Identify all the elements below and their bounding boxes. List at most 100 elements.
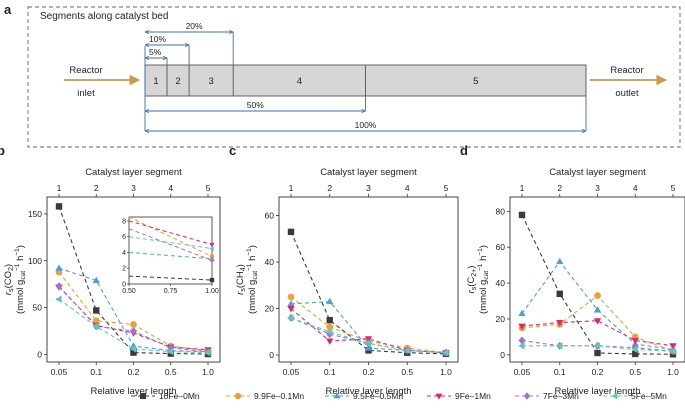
data-point-5 [92,322,99,331]
data-point-1 [594,292,601,300]
y-tick-label: 80 [496,206,506,216]
y-axis-units: (mmol gcat−1 h−1) [14,245,27,314]
outlet-label-top: Reactor [610,65,643,76]
top-tick-label: 5 [671,183,676,193]
inlet-label-top: Reactor [69,65,102,76]
data-point-2 [55,264,63,271]
panel-label-c: c [229,143,236,158]
data-point-0 [326,316,333,324]
series-line-4 [58,285,209,353]
segment-label-3: 3 [209,76,214,87]
inset-y-tick-label: 4 [122,250,126,257]
data-point-5 [364,339,372,348]
legend: 10Fe–0Mn 9.9Fe–0.1Mn 9.5Fe–0.5Mn 9Fe–1Mn 7Fe… [131,391,667,401]
x-tick-label: 0.05 [51,367,68,377]
panel-label-b: b [0,143,5,158]
x-tick-label: 0.05 [514,367,531,377]
panel-label-a: a [4,2,12,17]
panel-label-d: d [460,143,468,158]
segment-label-5: 5 [473,76,478,87]
data-point-3 [364,336,373,343]
data-point-0 [594,349,601,357]
inset-point-0 [209,277,215,283]
series-line-5 [290,317,447,354]
series-line-5 [522,345,674,352]
data-point-1 [92,317,100,325]
x-tick-label: 1.0 [440,367,452,377]
data-point-3 [631,337,639,345]
data-point-5 [593,342,601,350]
y-axis-units: (mmol gcat−1 h−1) [477,245,490,314]
legend-label-4: 7Fe–3Mn [543,391,579,401]
span-label: 10% [149,34,166,44]
data-point-4 [518,336,526,345]
data-point-3 [556,319,564,327]
inset-y-tick-label: 6 [122,234,126,241]
top-tick-label: 3 [366,183,371,193]
top-tick-label: 3 [595,183,600,193]
data-point-5 [325,328,333,336]
y-axis-units: (mmol gcat−1 h−1) [246,245,259,314]
data-point-1 [130,321,137,328]
series-line-5 [58,298,209,354]
panel-a: a Segments along catalyst bed 1 2 3 4 5 5% 10%… [4,2,681,148]
top-tick-label: 2 [94,183,99,193]
inset-y-tick-label: 8 [122,218,126,225]
y-axis-label: rs(CO2) [3,264,15,295]
data-point-3 [287,305,295,313]
top-tick-label: 4 [168,183,173,193]
data-point-5 [631,345,638,354]
data-point-0 [518,211,526,219]
inset-y-tick-label: 2 [122,266,126,273]
inset-series-line-3 [128,220,213,246]
data-point-0 [556,290,563,298]
x-tick-label: 1.0 [667,367,679,377]
legend-marker-0 [140,393,146,399]
inset-point-3 [209,242,215,248]
top-tick-label: 5 [206,183,211,193]
data-point-0 [130,349,137,356]
span-label: 20% [186,21,203,31]
panel-d: d Catalyst layer segment 1 2 3 4 5 0.05 0.1 0.2 0.… [460,143,685,397]
y-tick-label: 40 [265,257,275,267]
data-point-3 [593,318,602,325]
data-point-3 [326,338,334,345]
data-point-4 [129,327,138,336]
data-point-5 [518,342,525,350]
x-tick-label: 0.2 [128,367,140,377]
x-tick-label: 0.5 [165,367,177,377]
data-point-5 [669,347,676,355]
series-line-4 [521,339,674,352]
y-tick-label: 0 [37,350,42,360]
inset-x-tick-label: 0.75 [164,288,178,295]
x-tick-label: 0.1 [324,367,336,377]
x-tick-label: 0.5 [401,367,413,377]
y-axis-label: rs(CH4) [235,264,247,295]
y-tick-label: 20 [496,314,506,324]
inlet-label-bottom: inlet [77,88,95,99]
x-tick-label: 0.1 [90,367,102,377]
catalyst-bar: 1 2 3 4 5 5% 10% 20% 50% 100% [144,21,587,131]
legend-marker-5 [611,392,618,400]
span-label: 50% [247,100,264,110]
inset-x-tick-label: 1.00 [205,288,219,295]
series-line-0 [521,214,674,355]
top-tick-label: 5 [444,183,449,193]
x-tick-label: 0.1 [554,367,566,377]
top-tick-label: 4 [405,183,410,193]
top-axis-label: Catalyst layer segment [85,167,182,178]
inset-frame [128,216,213,285]
top-tick-label: 2 [557,183,562,193]
legend-marker-1 [234,392,242,400]
y-tick-label: 100 [28,256,42,266]
x-axis-label: Relative layer length [554,386,640,397]
y-tick-label: 20 [265,304,275,314]
top-tick-label: 2 [327,183,332,193]
legend-label-3: 9Fe–1Mn [455,391,491,401]
data-point-5 [166,348,174,356]
data-point-2 [593,306,602,313]
top-axis-label: Catalyst layer segment [320,167,417,178]
outlet-label-bottom: outlet [615,88,639,99]
x-axis-label: Relative layer length [325,386,411,397]
data-point-3 [669,343,677,350]
